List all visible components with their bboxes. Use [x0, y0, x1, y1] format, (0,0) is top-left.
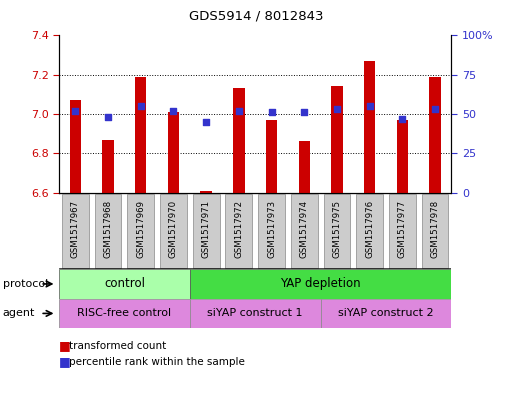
- Point: [398, 116, 406, 122]
- Text: GSM1517976: GSM1517976: [365, 200, 374, 259]
- Bar: [135, 77, 147, 193]
- Text: siYAP construct 2: siYAP construct 2: [338, 309, 434, 318]
- Text: GSM1517970: GSM1517970: [169, 200, 178, 259]
- Point: [267, 109, 275, 116]
- Text: ■: ■: [59, 339, 71, 353]
- Bar: [102, 140, 114, 193]
- Bar: [364, 61, 376, 193]
- Bar: [190, 269, 451, 299]
- Point: [71, 108, 80, 114]
- Bar: [324, 194, 350, 268]
- Text: RISC-free control: RISC-free control: [77, 309, 171, 318]
- Bar: [62, 194, 89, 268]
- Text: GSM1517978: GSM1517978: [430, 200, 440, 259]
- Text: percentile rank within the sample: percentile rank within the sample: [69, 356, 245, 367]
- Text: GSM1517974: GSM1517974: [300, 200, 309, 259]
- Bar: [201, 191, 212, 193]
- Point: [169, 108, 177, 114]
- Text: GSM1517975: GSM1517975: [332, 200, 342, 259]
- Text: GSM1517977: GSM1517977: [398, 200, 407, 259]
- Bar: [168, 112, 179, 193]
- Bar: [356, 194, 383, 268]
- Bar: [299, 141, 310, 193]
- Bar: [127, 194, 154, 268]
- Text: GSM1517971: GSM1517971: [202, 200, 211, 259]
- Bar: [429, 77, 441, 193]
- Point: [431, 106, 439, 112]
- Text: control: control: [104, 277, 145, 290]
- Bar: [258, 194, 285, 268]
- Text: GSM1517967: GSM1517967: [71, 200, 80, 259]
- Text: agent: agent: [3, 309, 35, 318]
- Point: [136, 103, 145, 109]
- Bar: [266, 120, 278, 193]
- Bar: [94, 194, 122, 268]
- Bar: [190, 299, 321, 328]
- Bar: [233, 88, 245, 193]
- Point: [104, 114, 112, 120]
- Text: GSM1517968: GSM1517968: [104, 200, 112, 259]
- Point: [300, 109, 308, 116]
- Point: [333, 106, 341, 112]
- Text: ■: ■: [59, 355, 71, 368]
- Text: GSM1517973: GSM1517973: [267, 200, 276, 259]
- Text: YAP depletion: YAP depletion: [280, 277, 361, 290]
- Bar: [59, 299, 190, 328]
- Text: protocol: protocol: [3, 279, 48, 289]
- Bar: [59, 269, 190, 299]
- Point: [202, 119, 210, 125]
- Text: transformed count: transformed count: [69, 341, 167, 351]
- Bar: [331, 86, 343, 193]
- Text: GSM1517969: GSM1517969: [136, 200, 145, 258]
- Bar: [389, 194, 416, 268]
- Bar: [70, 100, 81, 193]
- Bar: [225, 194, 252, 268]
- Bar: [193, 194, 220, 268]
- Bar: [422, 194, 448, 268]
- Bar: [291, 194, 318, 268]
- Text: siYAP construct 1: siYAP construct 1: [207, 309, 303, 318]
- Text: GDS5914 / 8012843: GDS5914 / 8012843: [189, 10, 324, 23]
- Text: GSM1517972: GSM1517972: [234, 200, 243, 259]
- Point: [366, 103, 374, 109]
- Bar: [321, 299, 451, 328]
- Bar: [397, 120, 408, 193]
- Point: [235, 108, 243, 114]
- Bar: [160, 194, 187, 268]
